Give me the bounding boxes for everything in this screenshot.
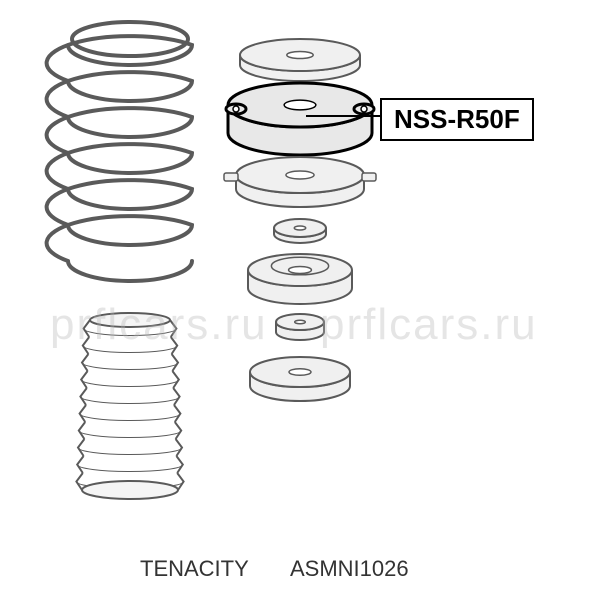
part-number: ASMNI1026 bbox=[290, 556, 409, 582]
diagram-svg bbox=[0, 0, 600, 600]
brand-name: TENACITY bbox=[140, 556, 249, 582]
suspension-diagram bbox=[0, 0, 600, 600]
part-label-text: NSS-R50F bbox=[394, 104, 520, 134]
part-label-box: NSS-R50F bbox=[380, 98, 534, 141]
